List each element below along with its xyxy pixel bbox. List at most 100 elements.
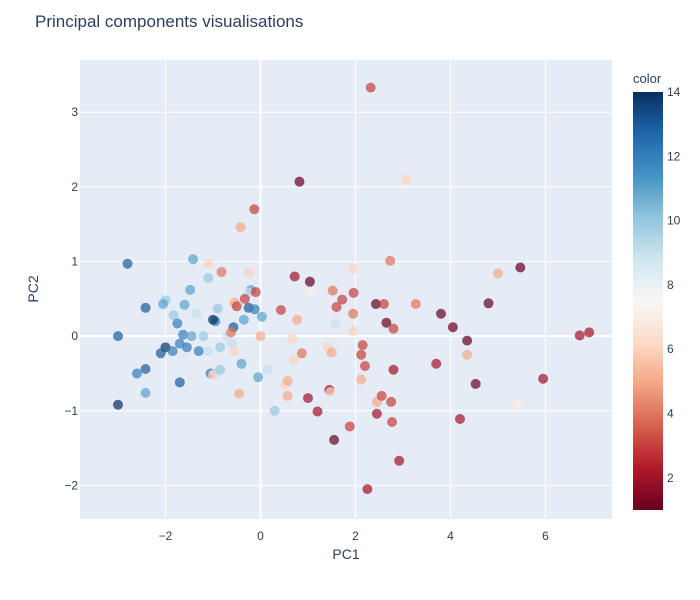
x-tick-labels: −2 0 2 4 6 [159,529,550,543]
data-point [122,258,133,269]
data-point [215,364,226,375]
y-tick-label: 2 [71,180,78,194]
data-point [385,255,396,266]
data-point [215,342,226,353]
x-tick-label: 6 [542,529,549,543]
data-point [269,405,280,416]
data-point [188,254,199,265]
data-point [386,396,397,407]
data-point [289,271,300,282]
data-point [158,299,169,310]
data-point [275,305,286,316]
data-point [238,314,249,325]
data-point [140,387,151,398]
data-point [253,372,264,383]
data-point [288,355,299,366]
data-point [365,82,376,93]
colorbar-title: color [633,71,662,86]
colorbar-tick-label: 14 [667,85,681,99]
data-point [179,299,190,310]
data-point [250,287,261,298]
data-point [381,317,392,328]
data-point [287,333,298,344]
data-point [356,349,367,360]
data-point [203,346,214,357]
data-point [348,263,359,274]
data-point [167,346,178,357]
data-point [193,346,204,357]
data-point [331,302,342,313]
data-point [262,364,273,375]
data-point [132,368,142,379]
data-point [255,331,266,342]
data-point [371,408,382,419]
y-tick-labels: −2 −1 0 1 2 3 [64,105,78,492]
data-point [282,390,293,401]
data-point [447,322,458,333]
data-point [348,325,359,336]
data-point [401,174,412,185]
data-point [244,267,255,278]
data-point [327,285,338,296]
x-tick-label: 0 [257,529,264,543]
data-point [198,331,209,342]
data-point [431,358,442,369]
data-point [357,340,368,351]
x-tick-label: 2 [352,529,359,543]
colorbar-tick-label: 10 [667,214,681,228]
data-point [113,399,123,410]
colorbar-tick-label: 6 [667,342,674,356]
colorbar-tick-label: 8 [667,278,674,292]
data-point [470,378,481,389]
data-point [337,294,348,305]
data-point [455,413,465,424]
data-point [229,346,240,357]
data-point [186,331,197,342]
data-point [178,329,189,340]
data-point [515,262,526,273]
data-point [249,304,260,315]
plot-background [80,60,612,519]
y-axis-title: PC2 [25,275,41,302]
y-tick-label: 1 [71,255,78,269]
data-point [236,358,247,369]
data-point [312,406,323,417]
data-point [208,369,218,380]
data-point [348,287,359,298]
data-point [512,398,522,409]
data-point [493,268,503,279]
data-point [203,272,214,283]
data-point [256,311,267,322]
x-tick-label: 4 [447,529,454,543]
data-point [360,361,370,371]
data-point [538,373,549,384]
data-point [436,308,446,319]
data-point [181,342,192,353]
data-point [388,364,399,375]
data-point [388,323,399,334]
data-point [203,258,214,269]
colorbar[interactable] [633,92,663,510]
y-tick-label: 0 [71,329,78,343]
data-point [226,327,237,338]
y-tick-label: −2 [64,478,78,492]
data-point [370,299,381,310]
data-point [231,301,242,312]
data-point [140,302,151,313]
data-point [174,377,185,388]
colorbar-tick-label: 12 [667,149,681,163]
x-axis-title: PC1 [332,546,359,562]
x-tick-label: −2 [159,529,173,543]
data-point [294,176,305,187]
data-point [113,331,123,342]
y-tick-label: 3 [71,105,78,119]
data-point [304,287,315,298]
data-point [462,349,473,360]
data-point [212,303,223,314]
colorbar-tick-label: 2 [667,471,674,485]
data-point [304,276,315,287]
data-point [462,335,473,346]
data-point [140,363,151,374]
data-point [239,293,250,304]
